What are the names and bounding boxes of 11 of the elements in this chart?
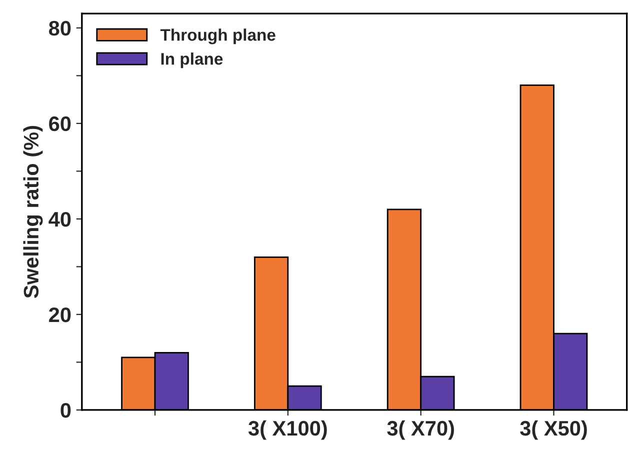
y-tick-label: 40: [48, 212, 71, 227]
y-tick-label: 60: [49, 116, 71, 132]
legend-label: Through plane: [160, 28, 276, 44]
x-tick-label: 3( X100): [248, 420, 327, 440]
x-tick-label: 3( X70): [387, 420, 454, 440]
x-tick-label: 3( X50): [520, 420, 587, 440]
y-tick-label: 0: [60, 402, 71, 418]
y-tick-label: 20: [49, 307, 71, 322]
legend-label: In plane: [161, 52, 223, 68]
y-axis-title: Swelling ratio (%): [23, 126, 43, 298]
y-tick-label: 80: [48, 20, 71, 36]
